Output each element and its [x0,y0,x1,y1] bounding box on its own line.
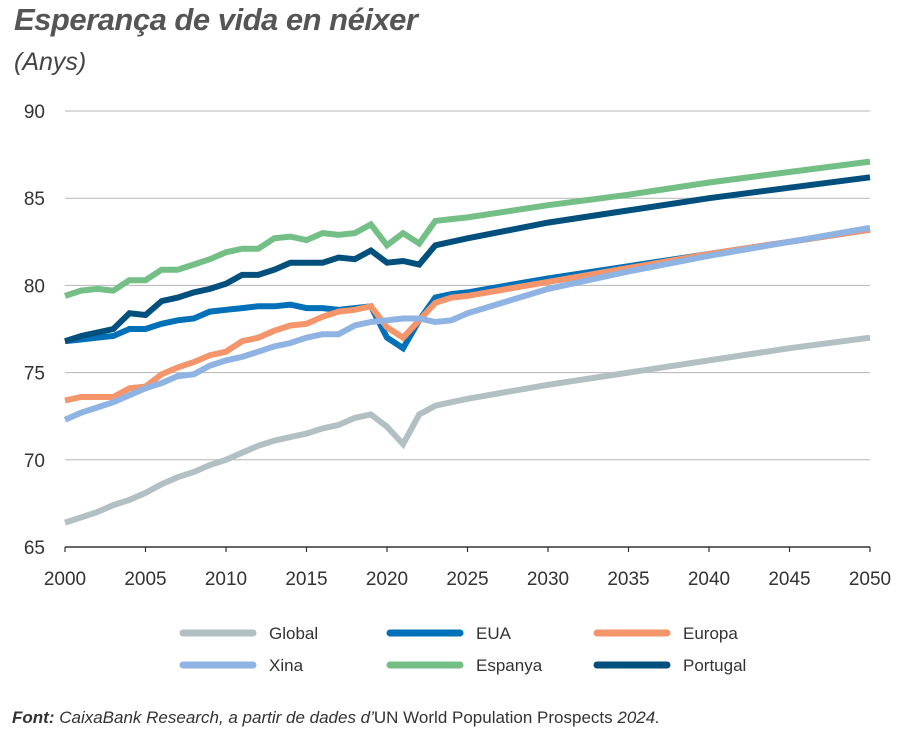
legend-label-portugal: Portugal [683,656,746,675]
legend-label-europa: Europa [683,624,738,643]
y-tick-label: 75 [24,364,45,385]
x-tick-label: 2045 [768,569,810,590]
source-text: UN World Population Prospects [373,708,618,727]
legend-label-eua: EUA [476,624,512,643]
chart-subtitle: (Anys) [14,48,87,76]
series-line-eua [64,226,871,353]
y-tick-label: 80 [24,276,45,297]
series-line-espanya [64,158,871,299]
x-tick-label: 2000 [44,569,86,590]
source-text-italic: CaixaBank Research, a partir de dades d’ [59,708,374,727]
x-tick-label: 2010 [205,569,247,590]
y-tick-label: 65 [24,538,45,559]
series-line-portugal [64,174,871,345]
series-line-global [64,334,871,526]
y-tick-label: 90 [24,102,45,123]
x-tick-label: 2050 [849,569,891,590]
y-tick-label: 85 [24,189,45,210]
source-label: Font: [12,708,55,727]
legend-label-xina: Xina [269,656,304,675]
x-tick-label: 2040 [688,569,730,590]
y-tick-label: 70 [24,451,45,472]
x-tick-label: 2015 [285,569,327,590]
x-tick-label: 2020 [366,569,408,590]
line-chart: 65 70 75 80 85 90 2000 2005 2010 2015 2020 2025 2030… [24,102,891,675]
source-note: Font: CaixaBank Research, a partir de da… [12,708,660,728]
x-tick-label: 2030 [527,569,569,590]
source-year: 2024. [617,708,660,727]
series-line-xina [63,224,871,423]
legend-label-espanya: Espanya [476,656,543,675]
x-tick-label: 2005 [124,569,166,590]
x-tick-label: 2025 [446,569,488,590]
legend-label-global: Global [269,624,318,643]
chart-title: Esperança de vida en néixer [14,2,418,37]
x-tick-label: 2035 [607,569,649,590]
